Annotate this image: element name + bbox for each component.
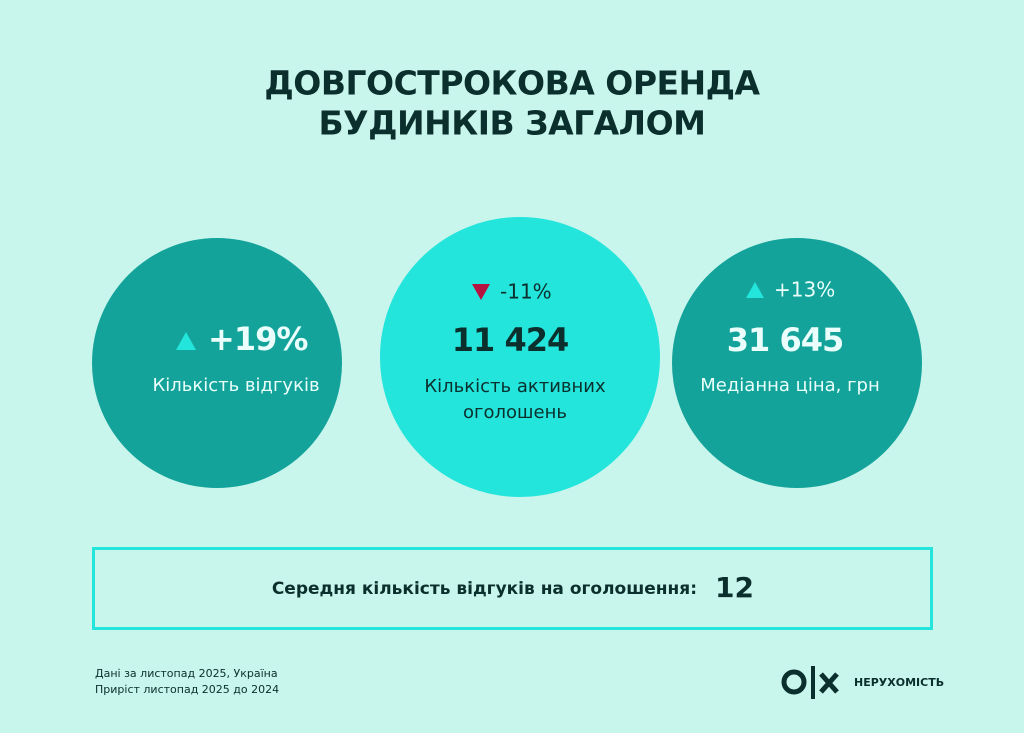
metric-circle (368, 205, 672, 509)
summary-value: 12 (715, 571, 754, 604)
summary-box (92, 547, 933, 630)
summary-label: Середня кількість відгуків на оголошення… (272, 579, 697, 599)
logo-x (819, 672, 839, 694)
metric-label: Кількість відгуків (152, 375, 319, 396)
metric-circle (672, 238, 922, 488)
logo: НЕРУХОМІСТЬ (781, 666, 944, 699)
title-line: ДОВГОСТРОКОВА ОРЕНДА (264, 64, 760, 103)
logo-text: НЕРУХОМІСТЬ (854, 676, 944, 689)
logo-o (781, 669, 807, 695)
metric-label: Медіанна ціна, грн (700, 375, 880, 396)
metric-value: 11 424 (452, 321, 568, 359)
metric-value: 31 645 (727, 321, 843, 359)
down-arrow (472, 284, 490, 300)
footnote: Приріст листопад 2025 до 2024 (95, 683, 279, 696)
up-arrow (746, 282, 764, 298)
footnote: Дані за листопад 2025, Україна (95, 667, 278, 680)
metric-label: Кількість активних (424, 376, 606, 397)
title-line: БУДИНКІВ ЗАГАЛОМ (319, 104, 706, 143)
up-arrow (176, 332, 196, 350)
metric-change: -11% (500, 280, 552, 304)
metric-circle (92, 238, 342, 488)
logo-bar (811, 666, 815, 699)
metric-label: оголошень (463, 402, 567, 423)
metric-change: +19% (208, 320, 308, 358)
metric-change: +13% (774, 278, 835, 302)
